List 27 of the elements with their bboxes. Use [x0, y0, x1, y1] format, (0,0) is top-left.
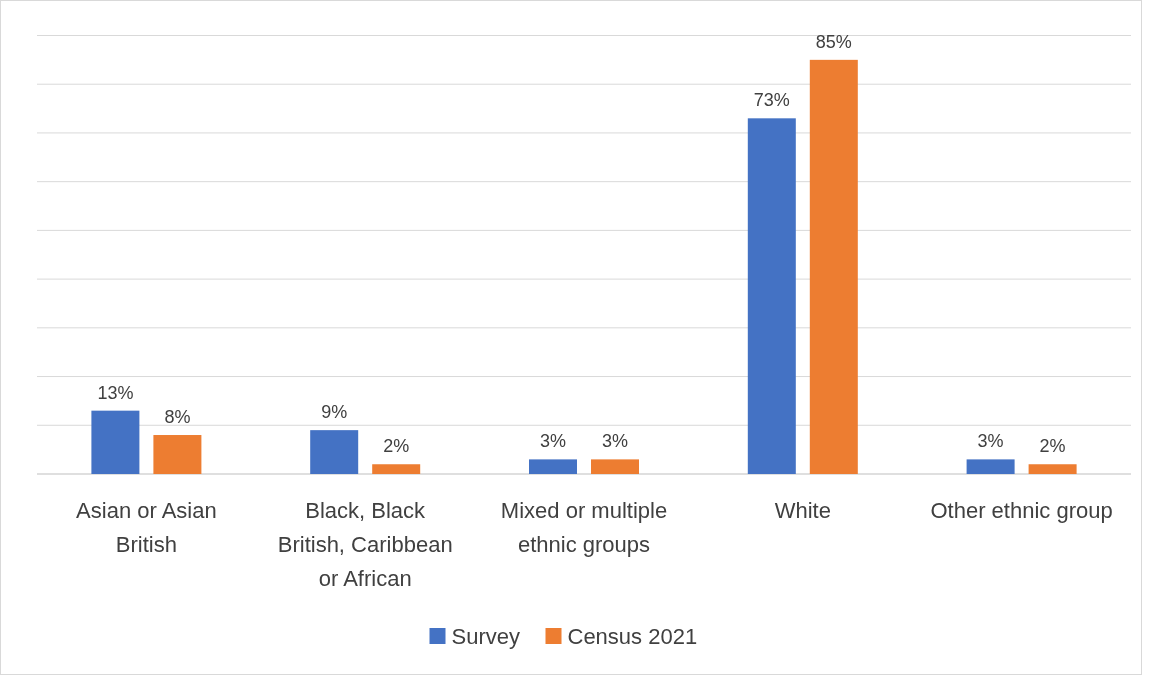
data-label: 9% — [321, 402, 348, 423]
bar — [809, 59, 858, 474]
data-label: 2% — [1039, 436, 1066, 457]
bar — [591, 459, 639, 474]
data-label: 13% — [97, 382, 134, 403]
bar — [310, 430, 359, 474]
legend-label: Survey — [451, 624, 520, 649]
bar — [529, 459, 577, 474]
legend-label: Census 2021 — [567, 624, 698, 649]
x-tick-label: Asian or Asian British — [76, 498, 217, 557]
data-label: 3% — [539, 431, 567, 452]
data-label: 73% — [753, 90, 790, 111]
bar — [91, 410, 140, 474]
bar — [153, 435, 202, 474]
x-tick-label: White — [774, 498, 831, 523]
x-tick-label: Other ethnic group — [930, 498, 1113, 523]
bar — [966, 459, 1015, 474]
bar — [747, 118, 796, 474]
data-label: 3% — [601, 431, 629, 452]
data-label: 8% — [164, 407, 191, 428]
x-tick-label: Black, Black British, Caribbean or African — [277, 498, 453, 591]
data-label: 85% — [815, 31, 852, 52]
bar — [372, 464, 421, 474]
data-label: 3% — [977, 431, 1004, 452]
bar — [1028, 464, 1077, 474]
data-label: 2% — [383, 436, 410, 457]
x-tick-label: Mixed or multiple ethnic groups — [500, 498, 668, 557]
